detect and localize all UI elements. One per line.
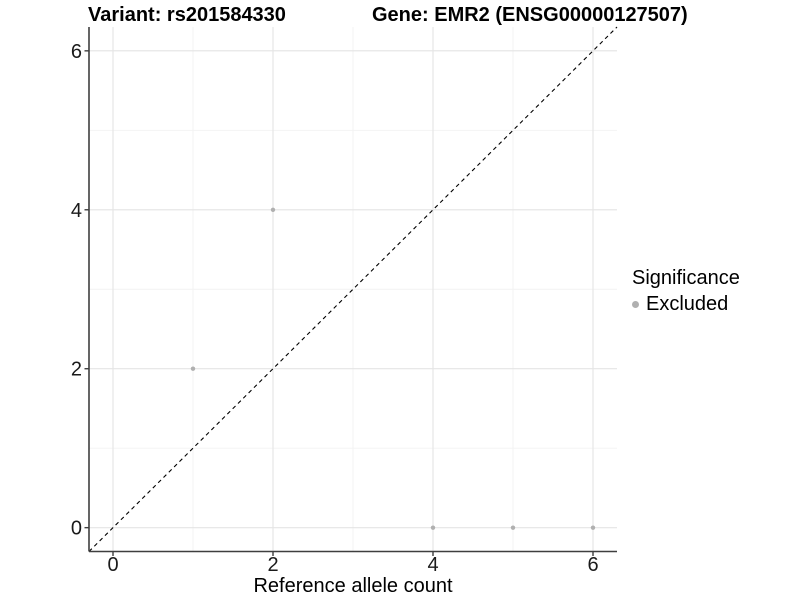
- legend-title: Significance: [632, 267, 740, 289]
- data-point: [190, 366, 196, 371]
- data-point: [270, 207, 276, 212]
- legend-key-dot-icon: [632, 300, 639, 308]
- data-point: [510, 525, 516, 530]
- x-tick-label: 0: [107, 554, 118, 576]
- x-axis-title: Reference allele count: [253, 575, 453, 597]
- x-tick-label: 2: [267, 554, 278, 576]
- y-tick-label: 6: [71, 41, 82, 63]
- legend-item-label: Excluded: [646, 293, 729, 315]
- data-point: [430, 525, 436, 530]
- x-tick-label: 6: [587, 554, 598, 576]
- y-tick-label: 2: [71, 359, 82, 381]
- y-tick-label: 4: [71, 200, 82, 222]
- x-tick-label: 4: [427, 554, 438, 576]
- y-tick-label: 0: [71, 518, 82, 540]
- gene-title: Gene: EMR2 (ENSG00000127507): [372, 4, 688, 26]
- legend: Significance Excluded: [632, 266, 740, 316]
- legend-item-excluded: Excluded: [632, 292, 740, 316]
- variant-title: Variant: rs201584330: [88, 4, 286, 26]
- data-point: [590, 525, 596, 530]
